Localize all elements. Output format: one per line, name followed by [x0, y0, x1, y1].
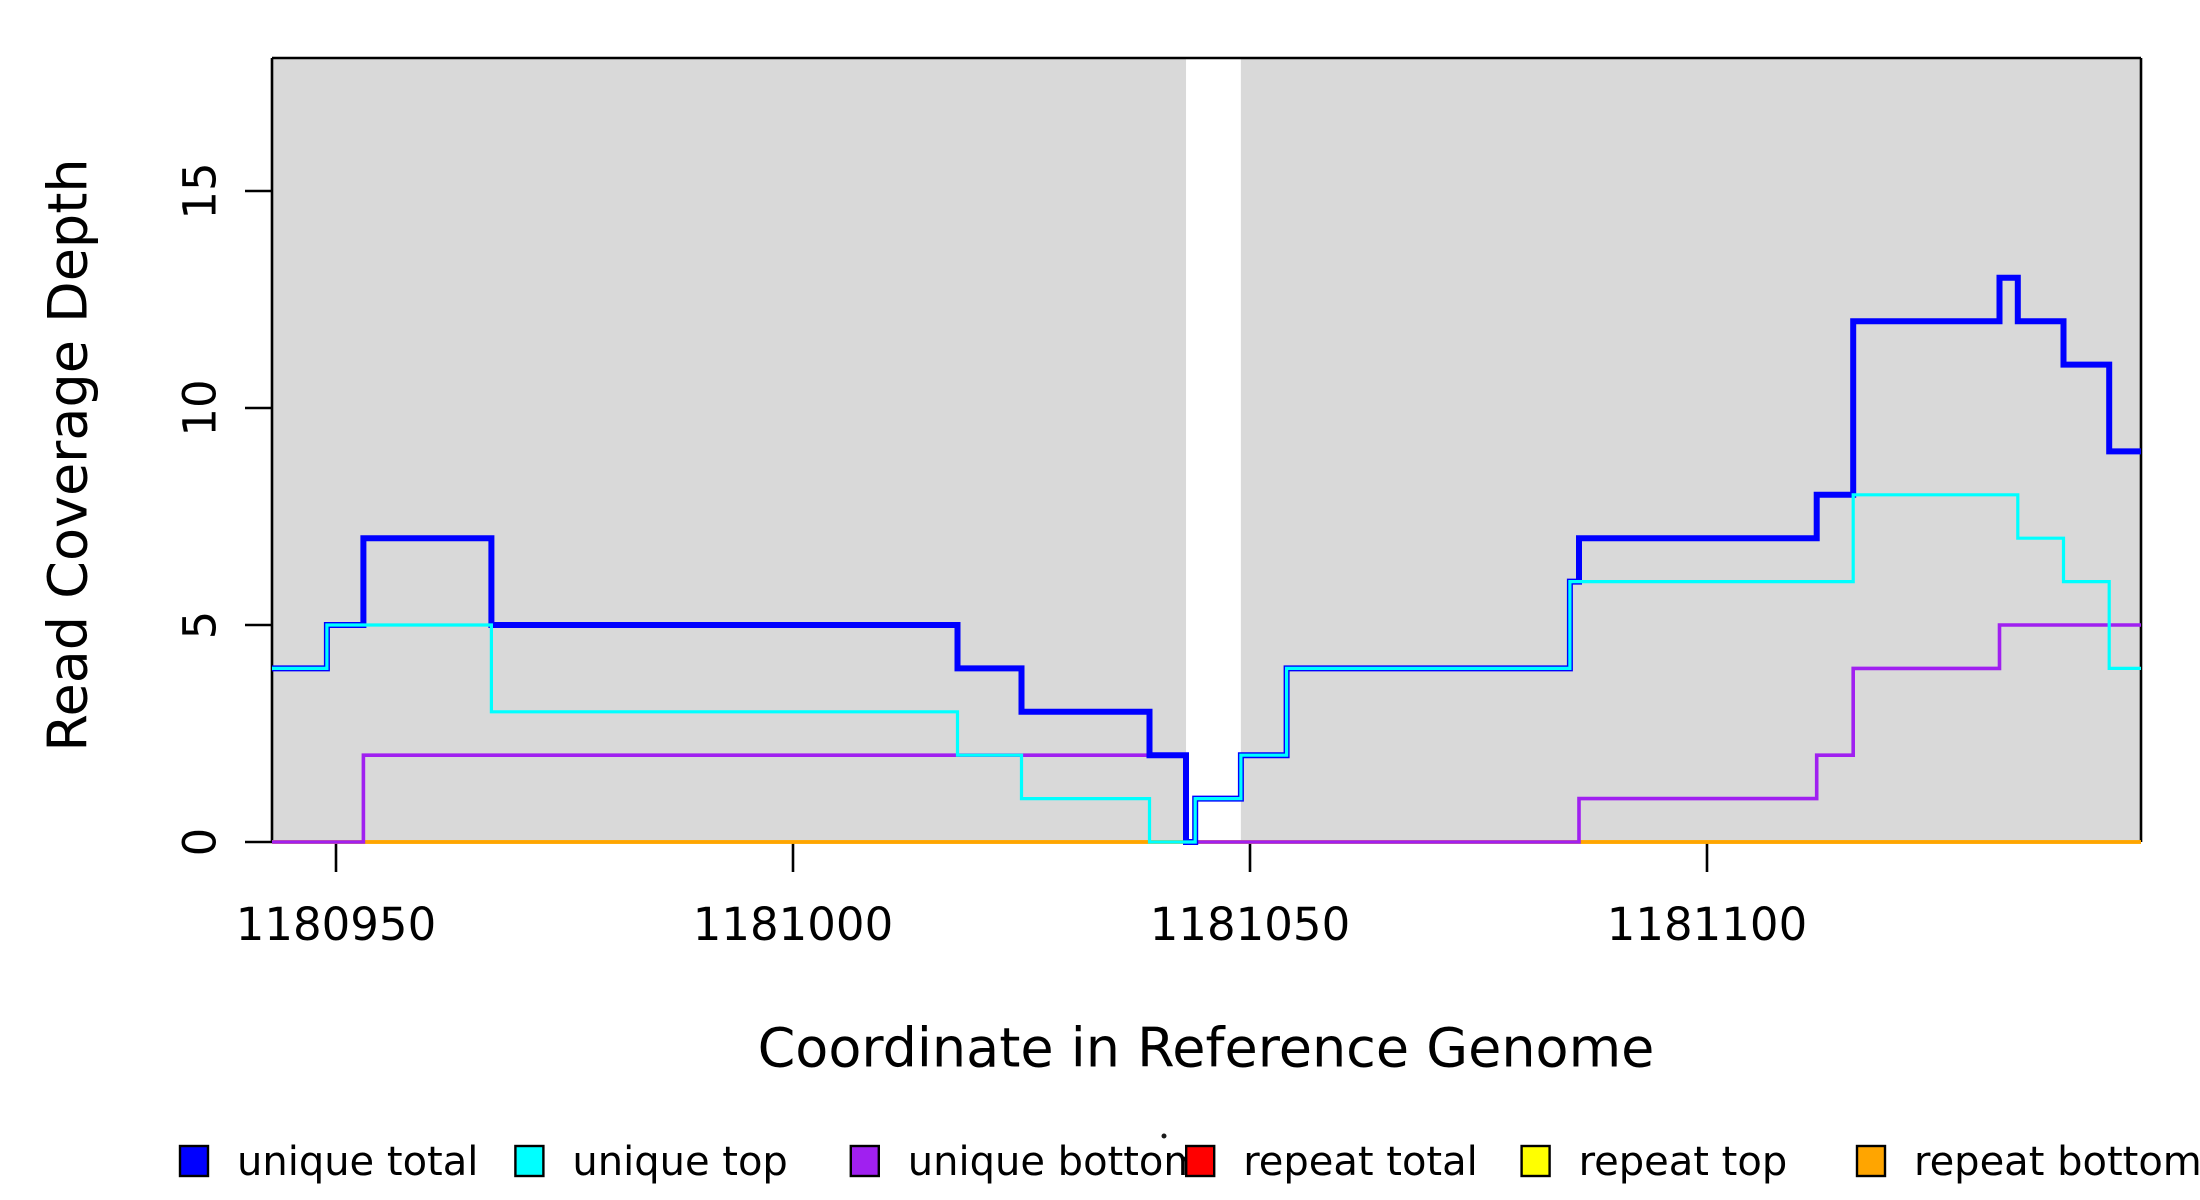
x-tick-label: 1181050 — [1150, 898, 1350, 951]
legend: unique total unique top unique bottom repea… — [178, 1139, 2200, 1185]
plot-bg-region-2 — [1240, 58, 2141, 842]
stray-dot-artifact — [1161, 1133, 1167, 1139]
legend-swatch-unique-top — [514, 1144, 545, 1178]
series-unique-bottom — [272, 623, 2141, 844]
y-tick-label: 5 — [174, 611, 227, 640]
legend-item-repeat-bottom: repeat bottom — [1855, 1139, 2200, 1185]
x-axis: 1180950 1181000 1181050 1181100 — [236, 842, 1807, 951]
y-tick-label: 10 — [174, 379, 227, 436]
y-tick-label: 15 — [174, 162, 227, 219]
legend-label: repeat total — [1243, 1139, 1478, 1185]
legend-label: unique total — [237, 1139, 478, 1185]
legend-item-repeat-total: repeat total — [1184, 1139, 1478, 1185]
series-unique-top — [272, 493, 2141, 844]
x-tick-label: 1180950 — [236, 898, 436, 951]
legend-label: repeat top — [1579, 1139, 1788, 1185]
plot-bg-region-1 — [272, 58, 1187, 842]
legend-label: repeat bottom — [1914, 1139, 2200, 1185]
legend-swatch-unique-bottom — [849, 1144, 880, 1178]
y-axis: 0 5 10 15 — [174, 162, 272, 857]
series-lines — [272, 274, 2141, 845]
legend-label: unique bottom — [908, 1139, 1203, 1185]
legend-item-unique-bottom: unique bottom — [849, 1139, 1203, 1185]
y-tick-label: 0 — [174, 828, 227, 857]
legend-swatch-repeat-top — [1520, 1144, 1551, 1178]
legend-swatch-repeat-total — [1184, 1144, 1216, 1178]
legend-swatch-unique-total — [178, 1144, 210, 1178]
legend-item-unique-top: unique top — [514, 1139, 788, 1185]
y-axis-title: Read Coverage Depth — [37, 158, 100, 751]
legend-item-repeat-top: repeat top — [1520, 1139, 1788, 1185]
x-tick-label: 1181100 — [1607, 898, 1807, 951]
legend-label: unique top — [572, 1139, 787, 1185]
legend-swatch-repeat-bottom — [1855, 1144, 1887, 1178]
x-axis-title: Coordinate in Reference Genome — [758, 1017, 1655, 1080]
x-tick-label: 1181000 — [693, 898, 893, 951]
legend-item-unique-total: unique total — [178, 1139, 478, 1185]
plot-background — [272, 58, 2141, 842]
